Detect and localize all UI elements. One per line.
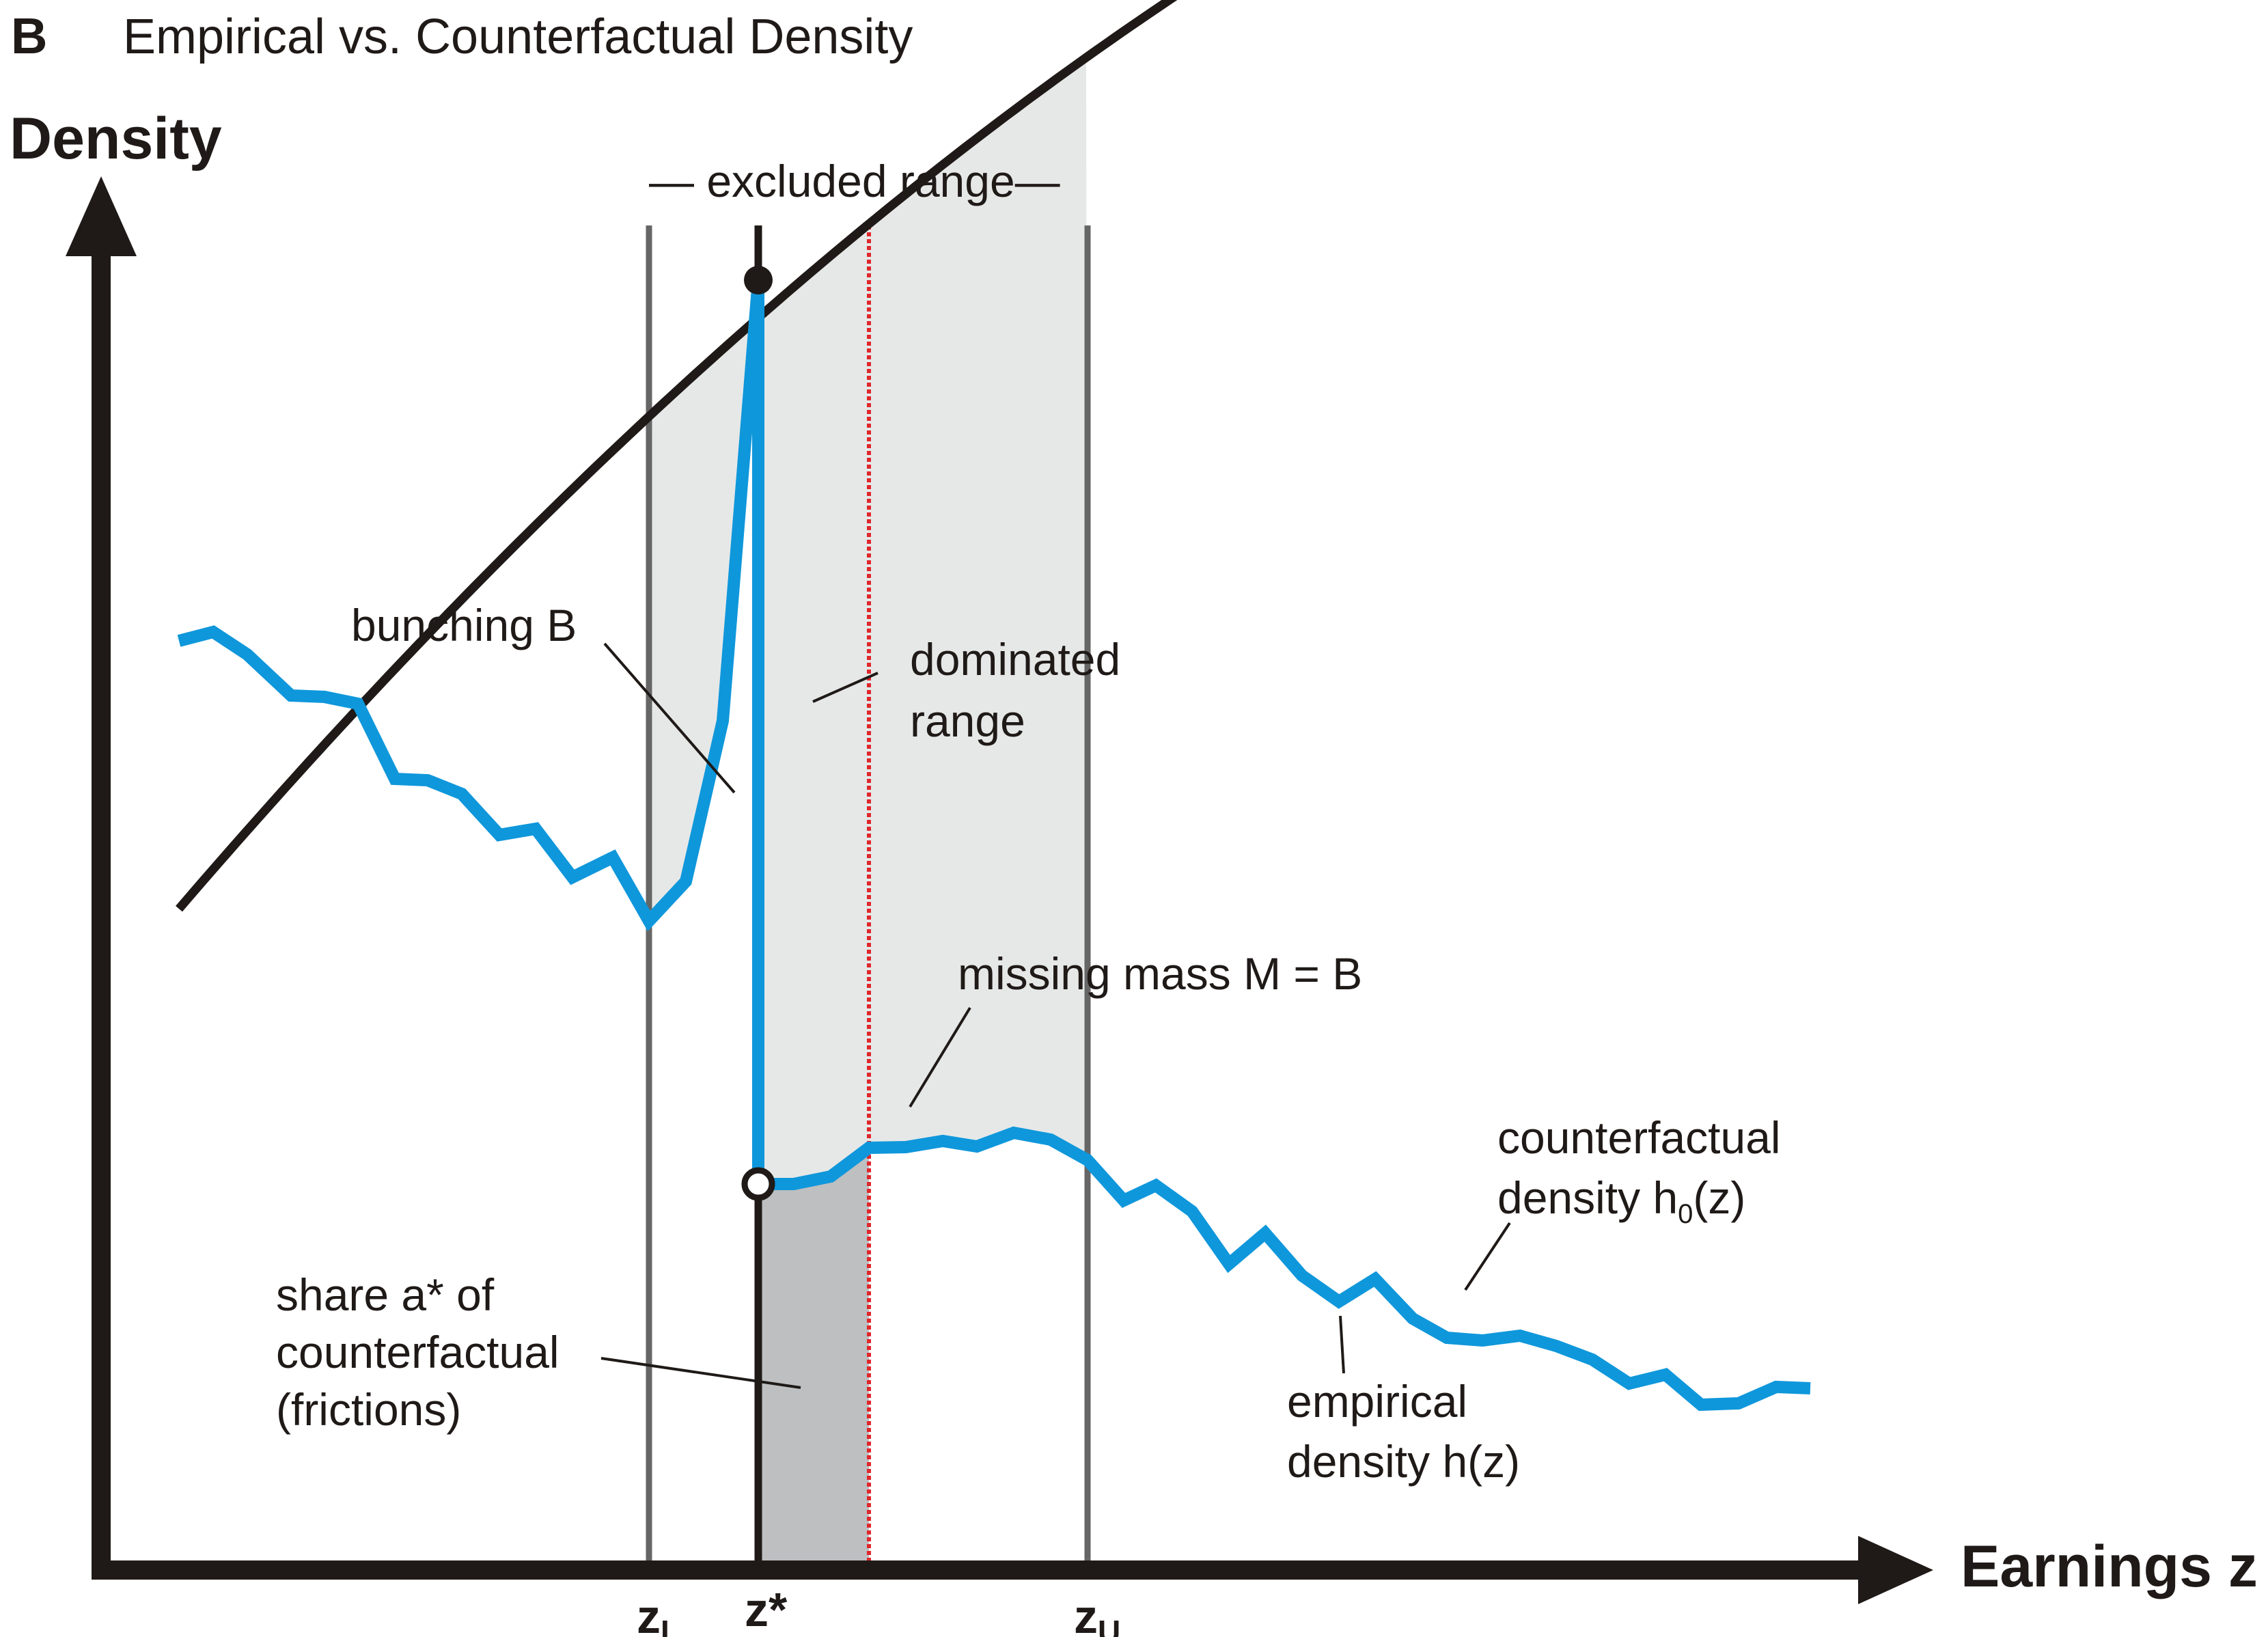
empirical-line2: density h(z) bbox=[1287, 1436, 1520, 1487]
x-axis-arrow bbox=[1858, 1536, 1933, 1604]
missing-mass-area bbox=[758, 57, 1088, 1185]
counterfactual-line2-pre: density h bbox=[1497, 1172, 1678, 1223]
empirical-density-curve bbox=[177, 279, 1811, 1412]
bunching-area bbox=[649, 280, 758, 921]
share-frictions-label: share a* of counterfactual (frictions) bbox=[276, 1269, 572, 1435]
z-upper-tick-label: zU bbox=[1074, 1590, 1120, 1637]
empirical-line1: empirical bbox=[1287, 1376, 1467, 1427]
share-line2: counterfactual bbox=[276, 1327, 559, 1377]
x-axis-title: Earnings z bbox=[1961, 1534, 2258, 1599]
z-lower-tick-label: zL bbox=[637, 1590, 680, 1637]
z-lower-tick-sub: L bbox=[661, 1614, 680, 1637]
bunching-leader bbox=[603, 642, 736, 794]
z-lower-tick-main: z bbox=[637, 1590, 661, 1637]
share-line1: share a* of bbox=[276, 1269, 495, 1320]
friction-share-area bbox=[758, 1148, 869, 1570]
dominated-leader bbox=[812, 672, 879, 703]
y-axis-arrow bbox=[66, 176, 137, 256]
missing-mass-label: missing mass M = B bbox=[958, 948, 1362, 999]
empirical-density-label: empirical density h(z) bbox=[1287, 1376, 1520, 1487]
empirical-leader bbox=[1339, 1315, 1345, 1374]
panel-letter: B bbox=[11, 8, 47, 64]
counterfactual-line2-post: (z) bbox=[1693, 1172, 1745, 1223]
z-upper-tick-main: z bbox=[1074, 1590, 1098, 1637]
z-upper-tick-sub: U bbox=[1098, 1614, 1120, 1637]
bunching-label: bunching B bbox=[351, 600, 577, 650]
counterfactual-density-curve bbox=[176, 0, 1178, 912]
counterfactual-line1: counterfactual bbox=[1497, 1112, 1781, 1163]
counterfactual-line2-sub: 0 bbox=[1678, 1199, 1693, 1229]
panel-title: Empirical vs. Counterfactual Density bbox=[123, 10, 913, 64]
bunching-peak-marker bbox=[744, 266, 773, 294]
dominated-range-line1: dominated bbox=[910, 634, 1120, 685]
excluded-range-label: — excluded range— bbox=[649, 156, 1060, 206]
counterfactual-density-label: counterfactual density h0(z) bbox=[1497, 1112, 1793, 1229]
dominated-range-label: dominated range bbox=[910, 634, 1133, 746]
z-star-tick-label: z* bbox=[745, 1583, 788, 1636]
share-line3: (frictions) bbox=[276, 1384, 461, 1435]
share-leader bbox=[600, 1357, 801, 1389]
y-axis-title: Density bbox=[10, 106, 222, 171]
post-kink-marker bbox=[741, 1167, 775, 1201]
missing-mass-leader bbox=[909, 1006, 971, 1108]
counterfactual-leader bbox=[1464, 1222, 1511, 1291]
dominated-range-line2: range bbox=[910, 696, 1025, 746]
